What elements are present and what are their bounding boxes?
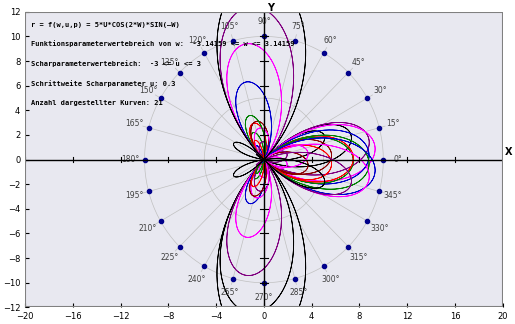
Text: 225°: 225° (160, 253, 179, 261)
Text: 0°: 0° (393, 155, 402, 164)
Text: X: X (505, 147, 512, 157)
Text: 30°: 30° (373, 86, 387, 95)
Text: 270°: 270° (255, 293, 273, 302)
Text: 255°: 255° (220, 288, 238, 297)
Text: 75°: 75° (291, 22, 305, 31)
Text: 300°: 300° (321, 274, 340, 284)
Text: 330°: 330° (370, 224, 389, 233)
Text: 60°: 60° (324, 36, 338, 45)
Text: 15°: 15° (386, 119, 400, 128)
Text: Schrittweite Scharparameter u: 0.3: Schrittweite Scharparameter u: 0.3 (31, 80, 176, 87)
Text: 180°: 180° (121, 155, 140, 164)
Text: r = f(w,u,p) = 5*U*COS(2*W)*SIN(–W): r = f(w,u,p) = 5*U*COS(2*W)*SIN(–W) (31, 22, 180, 28)
Text: 345°: 345° (384, 191, 402, 200)
Text: Anzahl dargestellter Kurven: 21: Anzahl dargestellter Kurven: 21 (31, 100, 163, 106)
Text: 240°: 240° (188, 274, 207, 284)
Text: 45°: 45° (352, 58, 365, 66)
Text: 90°: 90° (257, 17, 271, 26)
Text: 285°: 285° (289, 288, 307, 297)
Text: 150°: 150° (139, 86, 157, 95)
Text: Funktionsparameterwertebreich von w:  -3.14159 <= w <= 3.14159: Funktionsparameterwertebreich von w: -3.… (31, 40, 295, 47)
Text: 315°: 315° (349, 253, 368, 261)
Text: Scharparameterwertebreich:  -3 <= u <= 3: Scharparameterwertebreich: -3 <= u <= 3 (31, 60, 201, 67)
Text: 165°: 165° (126, 119, 144, 128)
Text: 210°: 210° (139, 224, 157, 233)
Text: 105°: 105° (220, 22, 238, 31)
Text: 120°: 120° (188, 36, 206, 45)
Text: 135°: 135° (160, 58, 179, 66)
Text: 195°: 195° (126, 191, 144, 200)
Text: Y: Y (267, 3, 274, 13)
